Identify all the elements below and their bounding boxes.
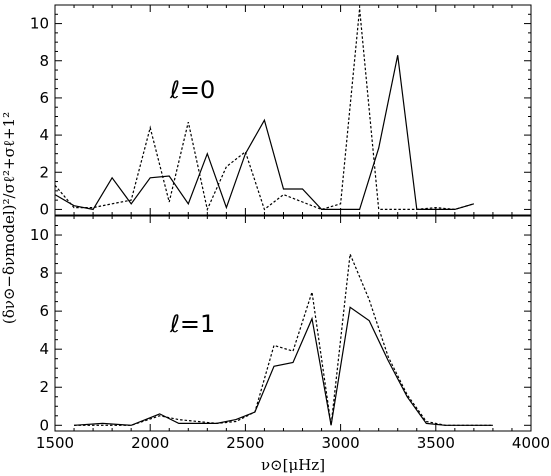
- x-tick-label: 1500: [36, 434, 74, 452]
- x-tick-label: 2500: [226, 434, 264, 452]
- x-tick-label: 4000: [512, 434, 550, 452]
- y-tick-label: 8: [39, 52, 49, 70]
- y-tick-label: 4: [39, 340, 49, 358]
- y-tick-label: 2: [39, 378, 49, 396]
- panel-0: 0 2 4 6 8 10 ℓ=0: [30, 4, 532, 218]
- y-tick-label: 0: [39, 200, 49, 218]
- x-tick-label: 3000: [322, 434, 360, 452]
- x-tick-label: 3500: [417, 434, 455, 452]
- y-tick-label: 2: [39, 163, 49, 181]
- y-tick-label: 10: [30, 15, 49, 33]
- panel-frame: [54, 4, 532, 216]
- y-tick-label: 8: [39, 264, 49, 282]
- series-line-0: [73, 306, 493, 426]
- y-tick-label: 0: [39, 416, 49, 434]
- panel-1: 0 2 4 6 8 10 ℓ=1: [30, 215, 532, 434]
- x-tick-label: 2000: [131, 434, 169, 452]
- y-axis-label: (δν⊙−δνmodel)²/σℓ²+σℓ+1²: [0, 112, 18, 324]
- series-line-1: [54, 8, 475, 212]
- y-tick-label: 6: [39, 89, 49, 107]
- y-tick-label: 4: [39, 126, 49, 144]
- panel-frame: [54, 215, 532, 432]
- series-line-0: [54, 55, 475, 211]
- y-tick-label: 10: [30, 226, 49, 244]
- y-tick-label: 6: [39, 302, 49, 320]
- x-axis-label: ν⊙[μHz]: [261, 456, 325, 474]
- plot-root: 0 2 4 6 8 10 ℓ=0 0 2 4 6 8 10 ℓ=1 1500 2000 2500 3000 3500…: [30, 4, 550, 452]
- panel-label-0: ℓ=0: [169, 76, 215, 104]
- panel-label-1: ℓ=1: [169, 310, 215, 338]
- series-line-1: [74, 251, 493, 426]
